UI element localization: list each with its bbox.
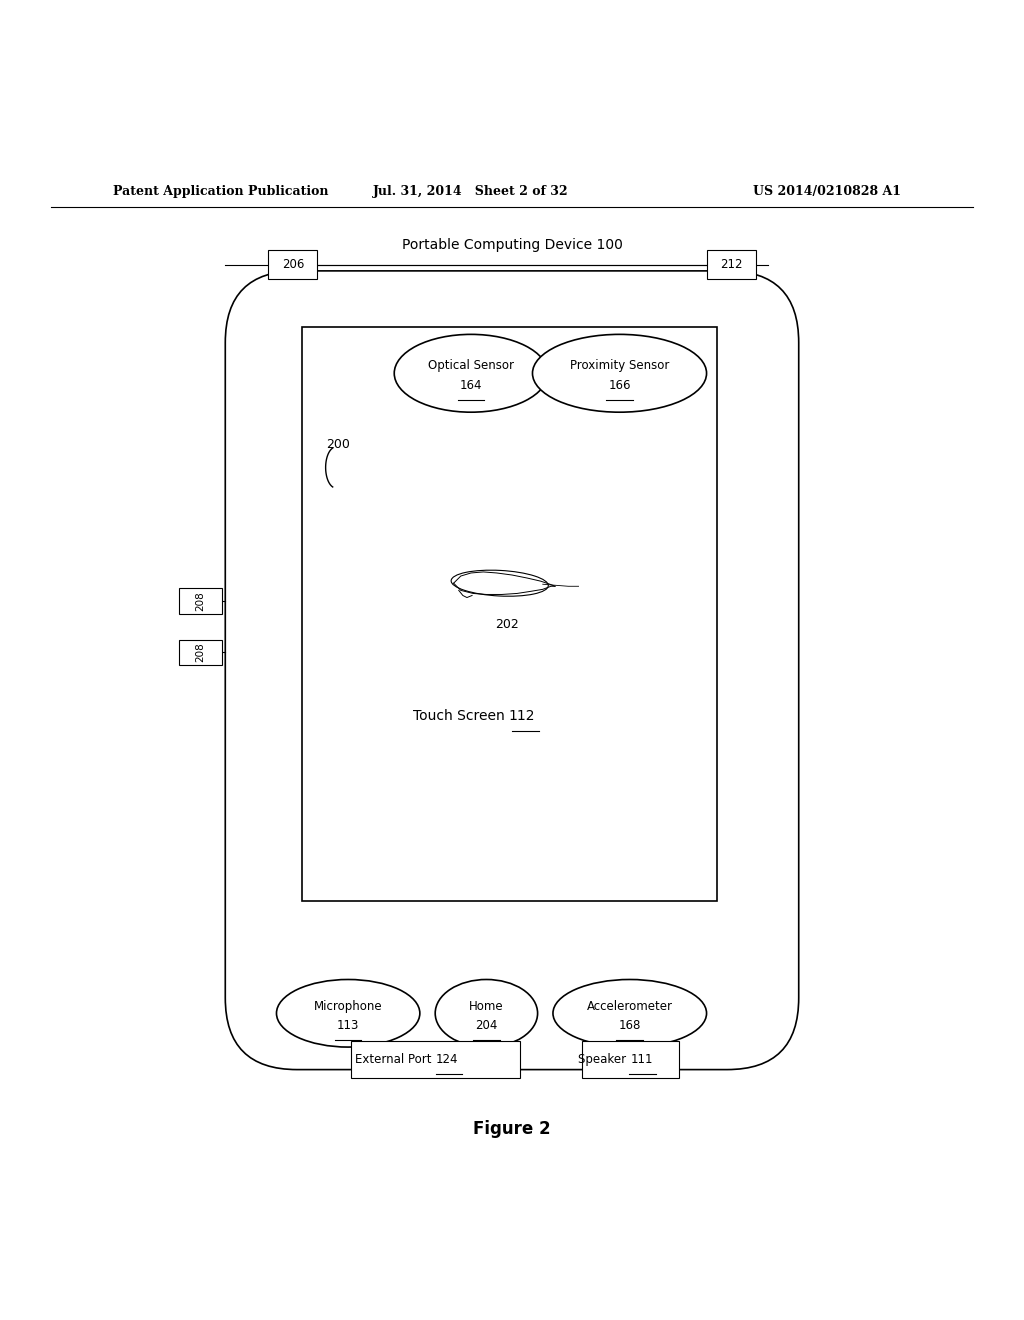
Text: Home: Home	[469, 999, 504, 1012]
Text: 166: 166	[608, 379, 631, 392]
Text: 206: 206	[282, 259, 304, 271]
Bar	[351, 1041, 520, 1078]
Text: 202: 202	[495, 618, 519, 631]
Text: 111: 111	[630, 1053, 652, 1065]
Text: 200: 200	[326, 438, 349, 451]
Text: Portable Computing Device 100: Portable Computing Device 100	[401, 239, 623, 252]
Text: Speaker: Speaker	[579, 1053, 630, 1065]
Text: 208: 208	[196, 591, 206, 611]
Text: Touch Screen: Touch Screen	[413, 709, 509, 723]
Text: US 2014/0210828 A1: US 2014/0210828 A1	[753, 185, 901, 198]
Ellipse shape	[394, 334, 548, 412]
Ellipse shape	[532, 334, 707, 412]
Ellipse shape	[276, 979, 420, 1047]
FancyBboxPatch shape	[225, 271, 799, 1069]
Bar	[707, 251, 756, 279]
Bar	[179, 639, 222, 665]
Ellipse shape	[553, 979, 707, 1047]
Bar	[302, 327, 717, 900]
Bar	[582, 1041, 679, 1078]
Ellipse shape	[452, 570, 548, 597]
Ellipse shape	[435, 979, 538, 1047]
Text: 204: 204	[475, 1019, 498, 1032]
Text: Patent Application Publication: Patent Application Publication	[113, 185, 328, 198]
Text: Optical Sensor: Optical Sensor	[428, 359, 514, 372]
Text: Proximity Sensor: Proximity Sensor	[569, 359, 670, 372]
Text: 113: 113	[337, 1019, 359, 1032]
Text: Figure 2: Figure 2	[473, 1119, 551, 1138]
Text: 212: 212	[720, 259, 742, 271]
Text: Accelerometer: Accelerometer	[587, 999, 673, 1012]
Text: External Port: External Port	[355, 1053, 436, 1065]
Bar	[179, 589, 222, 614]
Text: 124: 124	[436, 1053, 458, 1065]
Text: Microphone: Microphone	[313, 999, 383, 1012]
Text: 208: 208	[196, 643, 206, 663]
Text: 164: 164	[460, 379, 482, 392]
Text: 168: 168	[618, 1019, 641, 1032]
Bar	[268, 251, 317, 279]
Text: 112: 112	[509, 709, 536, 723]
Text: Jul. 31, 2014   Sheet 2 of 32: Jul. 31, 2014 Sheet 2 of 32	[373, 185, 569, 198]
